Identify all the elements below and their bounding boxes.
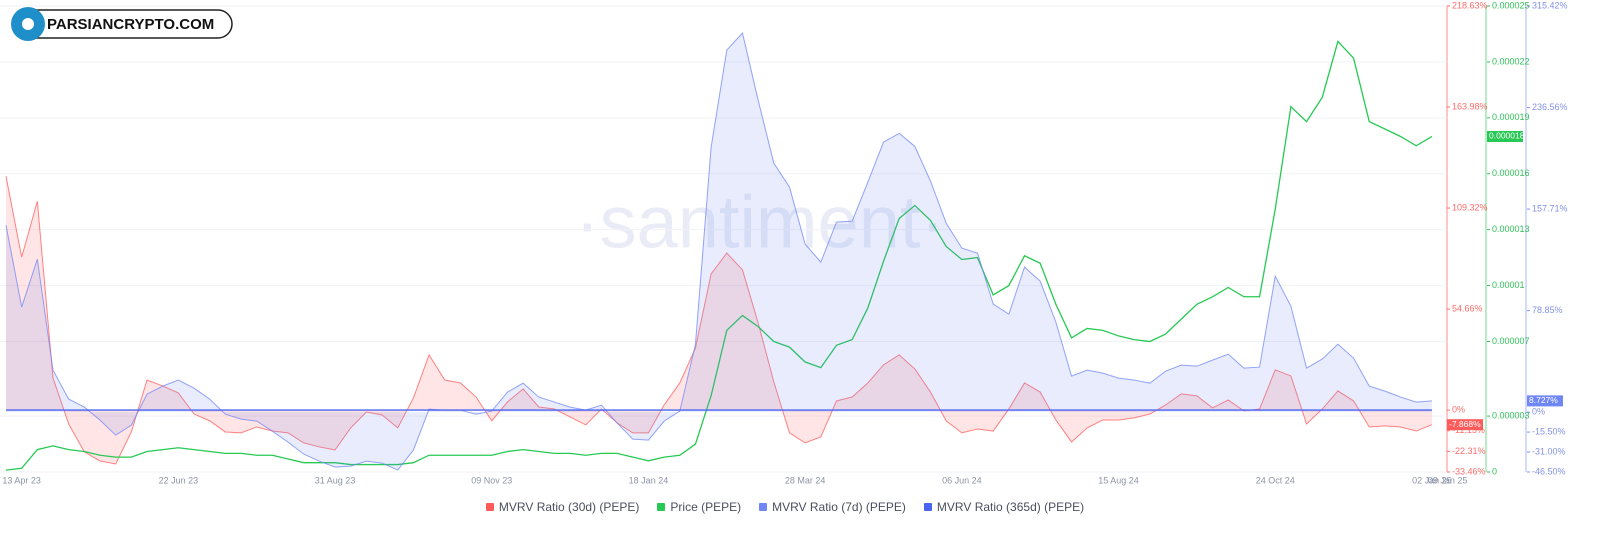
y-tick-label: 0.000003 <box>1492 410 1530 420</box>
line <box>5 40 1433 471</box>
y-tick-label: -15.50% <box>1532 426 1566 436</box>
y-tick-label: -33.46% <box>1452 466 1486 476</box>
legend-item[interactable]: MVRV Ratio (7d) (PEPE) <box>759 500 906 514</box>
x-tick-label: 24 Oct 24 <box>1256 475 1295 485</box>
last-value-box <box>1447 419 1483 431</box>
y-tick-label: 0.000016 <box>1492 168 1530 178</box>
y-tick-label: 78.85% <box>1532 305 1563 315</box>
last-value-text: -7.868% <box>1449 419 1481 429</box>
y-tick-label: 0.000013 <box>1492 224 1530 234</box>
x-tick-label: 09 Nov 23 <box>471 475 512 485</box>
legend-item[interactable]: Price (PEPE) <box>657 500 741 514</box>
y-tick-label: 0% <box>1452 405 1465 415</box>
y-tick-label: 218.63% <box>1452 0 1488 10</box>
y-tick-label: 0.000019 <box>1492 112 1530 122</box>
legend-label: MVRV Ratio (365d) (PEPE) <box>936 500 1085 514</box>
y-tick-label: 54.66% <box>1452 303 1483 313</box>
last-value-label: 8.727% <box>1527 395 1563 407</box>
line <box>5 176 1433 465</box>
y-tick-label: 0% <box>1532 407 1545 417</box>
x-tick-label: 13 Apr 23 <box>2 475 41 485</box>
y-tick-label: -46.50% <box>1532 466 1566 476</box>
x-tick-label: 02 Jan 25 <box>1412 475 1452 485</box>
last-value-label: 0.000018 <box>1487 131 1525 142</box>
x-tick-label: 15 Aug 24 <box>1098 475 1139 485</box>
area <box>6 33 1432 471</box>
y-tick-label: 0.00001 <box>1492 280 1525 290</box>
logo-text: PARSIANCRYPTO.COM <box>47 16 214 33</box>
y-tick-label: 315.42% <box>1532 0 1568 10</box>
last-value-text: 8.727% <box>1529 395 1558 405</box>
x-tick-label: 06 Jun 24 <box>942 475 982 485</box>
last-value-text: 0.000018 <box>1489 131 1525 141</box>
y-tick-label: -22.31% <box>1452 446 1486 456</box>
legend-swatch <box>759 503 768 511</box>
legend-swatch <box>485 503 494 511</box>
legend-item[interactable]: MVRV Ratio (30d) (PEPE) <box>485 500 640 514</box>
y-tick-label: 163.98% <box>1452 101 1488 111</box>
watermark: ·santiment· <box>575 181 945 264</box>
last-value-box <box>1487 130 1523 142</box>
legend-swatch <box>657 503 666 511</box>
y-tick-label: 0.000022 <box>1492 56 1530 66</box>
line <box>5 32 1432 471</box>
x-tick-label: 31 Aug 23 <box>315 475 356 485</box>
y-tick-label: 0.000007 <box>1492 336 1530 346</box>
legend-label: MVRV Ratio (30d) (PEPE) <box>498 500 640 514</box>
y-tick-label: 0 <box>1492 466 1497 476</box>
y-tick-label: 109.32% <box>1452 202 1488 212</box>
y-tick-label: 236.56% <box>1532 102 1568 112</box>
x-tick-label: 18 Jan 24 <box>629 475 669 485</box>
y-tick-label: 0.000025 <box>1492 0 1530 10</box>
x-tick-label: 28 Mar 24 <box>785 475 826 485</box>
last-value-label: -7.868% <box>1447 419 1483 431</box>
last-value-box <box>1527 395 1563 407</box>
legend-label: Price (PEPE) <box>670 500 742 514</box>
x-tick-label: 09 Jan 25 <box>1428 475 1468 485</box>
legend: MVRV Ratio (30d) (PEPE) Price (PEPE) MVRV … <box>0 500 1570 514</box>
legend-item[interactable]: MVRV Ratio (365d) (PEPE) <box>923 500 1085 514</box>
legend-label: MVRV Ratio (7d) (PEPE) <box>772 500 906 514</box>
x-tick-label: 22 Jun 23 <box>159 475 199 485</box>
legend-swatch <box>923 503 932 511</box>
logo-icon-core <box>22 18 34 30</box>
area <box>6 176 1432 464</box>
y-tick-label: 157.71% <box>1532 203 1568 213</box>
y-tick-label: -31.00% <box>1532 446 1566 456</box>
